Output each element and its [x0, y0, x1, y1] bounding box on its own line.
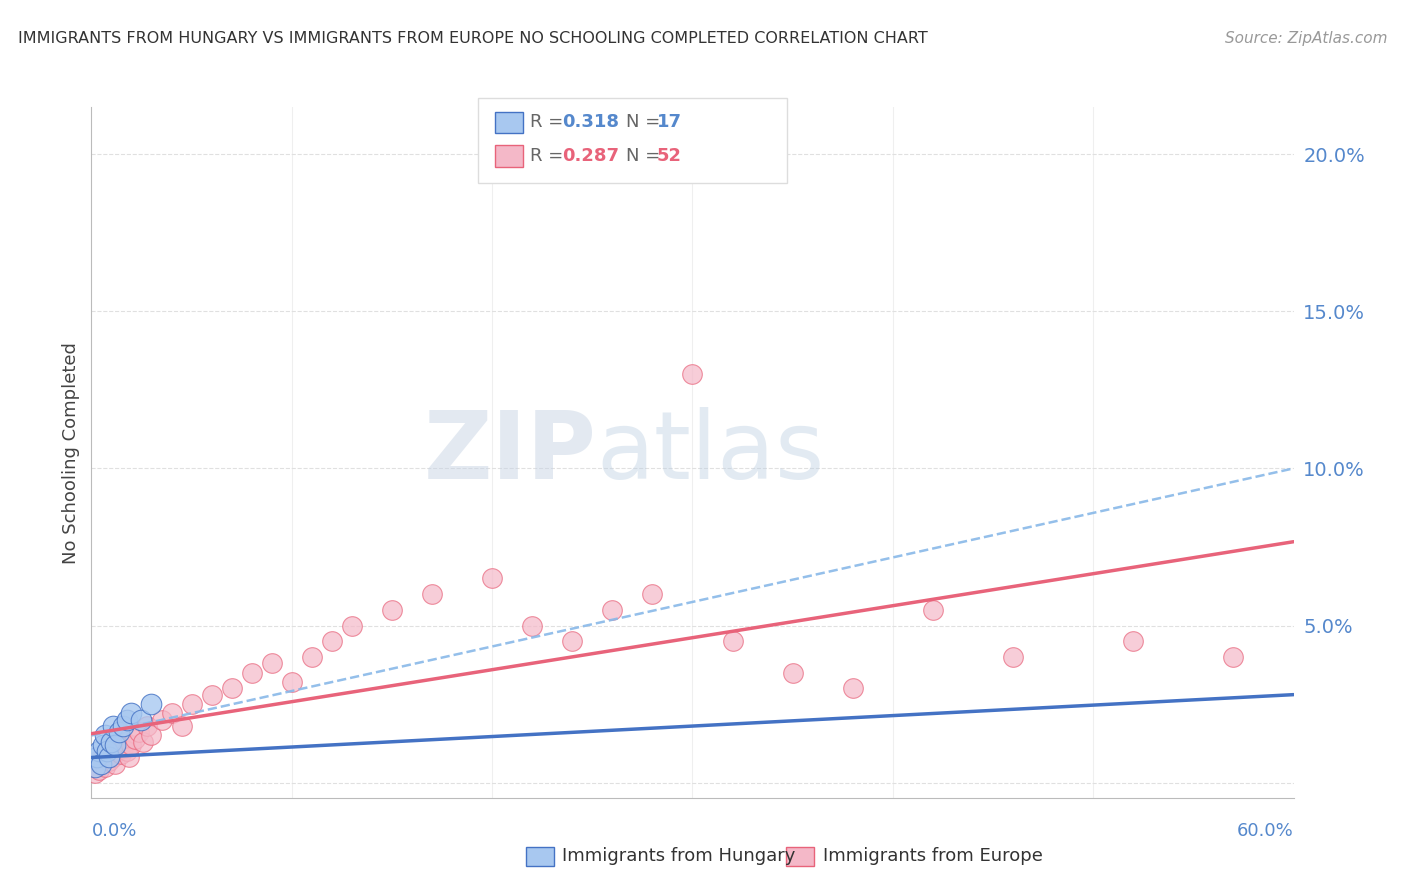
Point: [522, 618, 544, 632]
Point: [561, 634, 583, 648]
Point: [1001, 649, 1024, 664]
Point: [141, 729, 163, 743]
Point: [260, 657, 283, 671]
Point: [381, 603, 404, 617]
Point: [107, 744, 129, 758]
Text: 52: 52: [657, 147, 682, 165]
Point: [93, 750, 115, 764]
Text: atlas: atlas: [596, 407, 824, 499]
Text: N =: N =: [626, 147, 665, 165]
Text: Source: ZipAtlas.com: Source: ZipAtlas.com: [1225, 31, 1388, 46]
Point: [110, 747, 132, 762]
Point: [180, 697, 202, 711]
Point: [103, 750, 125, 764]
Point: [100, 735, 122, 749]
Text: Immigrants from Europe: Immigrants from Europe: [823, 847, 1042, 865]
Point: [104, 738, 127, 752]
Point: [84, 760, 107, 774]
Point: [121, 706, 143, 721]
Point: [150, 713, 173, 727]
Text: N =: N =: [626, 113, 665, 131]
Point: [641, 587, 664, 601]
Point: [1122, 634, 1144, 648]
Point: [121, 738, 143, 752]
Point: [420, 587, 443, 601]
Point: [301, 649, 323, 664]
Text: ZIP: ZIP: [423, 407, 596, 499]
Point: [321, 634, 343, 648]
Point: [90, 756, 112, 771]
Point: [93, 738, 115, 752]
Point: [128, 725, 150, 739]
Text: R =: R =: [530, 147, 569, 165]
Point: [108, 738, 131, 752]
Point: [1222, 649, 1244, 664]
Point: [98, 750, 121, 764]
Point: [782, 665, 804, 680]
Text: 0.0%: 0.0%: [91, 822, 136, 840]
Point: [94, 729, 117, 743]
Point: [170, 719, 193, 733]
Point: [96, 744, 118, 758]
Point: [117, 744, 139, 758]
Point: [117, 713, 139, 727]
Point: [131, 713, 153, 727]
Point: [221, 681, 243, 696]
Point: [602, 603, 624, 617]
Point: [201, 688, 224, 702]
Point: [841, 681, 863, 696]
Point: [86, 750, 108, 764]
Point: [681, 367, 703, 381]
Text: 17: 17: [657, 113, 682, 131]
Point: [103, 719, 125, 733]
Point: [84, 766, 107, 780]
Point: [100, 744, 122, 758]
Text: R =: R =: [530, 113, 569, 131]
Point: [108, 725, 131, 739]
Y-axis label: No Schooling Completed: No Schooling Completed: [62, 342, 80, 564]
Text: Immigrants from Hungary: Immigrants from Hungary: [562, 847, 796, 865]
Point: [104, 756, 127, 771]
Point: [96, 747, 118, 762]
Point: [114, 735, 136, 749]
Point: [82, 760, 104, 774]
Point: [94, 760, 117, 774]
Point: [160, 706, 183, 721]
Point: [89, 763, 111, 777]
Point: [240, 665, 263, 680]
Point: [141, 697, 163, 711]
Point: [922, 603, 945, 617]
Text: 60.0%: 60.0%: [1237, 822, 1294, 840]
Point: [136, 719, 159, 733]
Point: [721, 634, 744, 648]
Point: [340, 618, 363, 632]
Text: 0.287: 0.287: [562, 147, 620, 165]
Point: [118, 750, 141, 764]
Point: [481, 571, 503, 585]
Text: IMMIGRANTS FROM HUNGARY VS IMMIGRANTS FROM EUROPE NO SCHOOLING COMPLETED CORRELA: IMMIGRANTS FROM HUNGARY VS IMMIGRANTS FR…: [18, 31, 928, 46]
Point: [89, 744, 111, 758]
Point: [98, 754, 121, 768]
Point: [112, 719, 135, 733]
Point: [124, 731, 146, 746]
Point: [281, 675, 304, 690]
Text: 0.318: 0.318: [562, 113, 620, 131]
Point: [86, 754, 108, 768]
Point: [112, 741, 135, 756]
Point: [90, 756, 112, 771]
Point: [132, 735, 155, 749]
